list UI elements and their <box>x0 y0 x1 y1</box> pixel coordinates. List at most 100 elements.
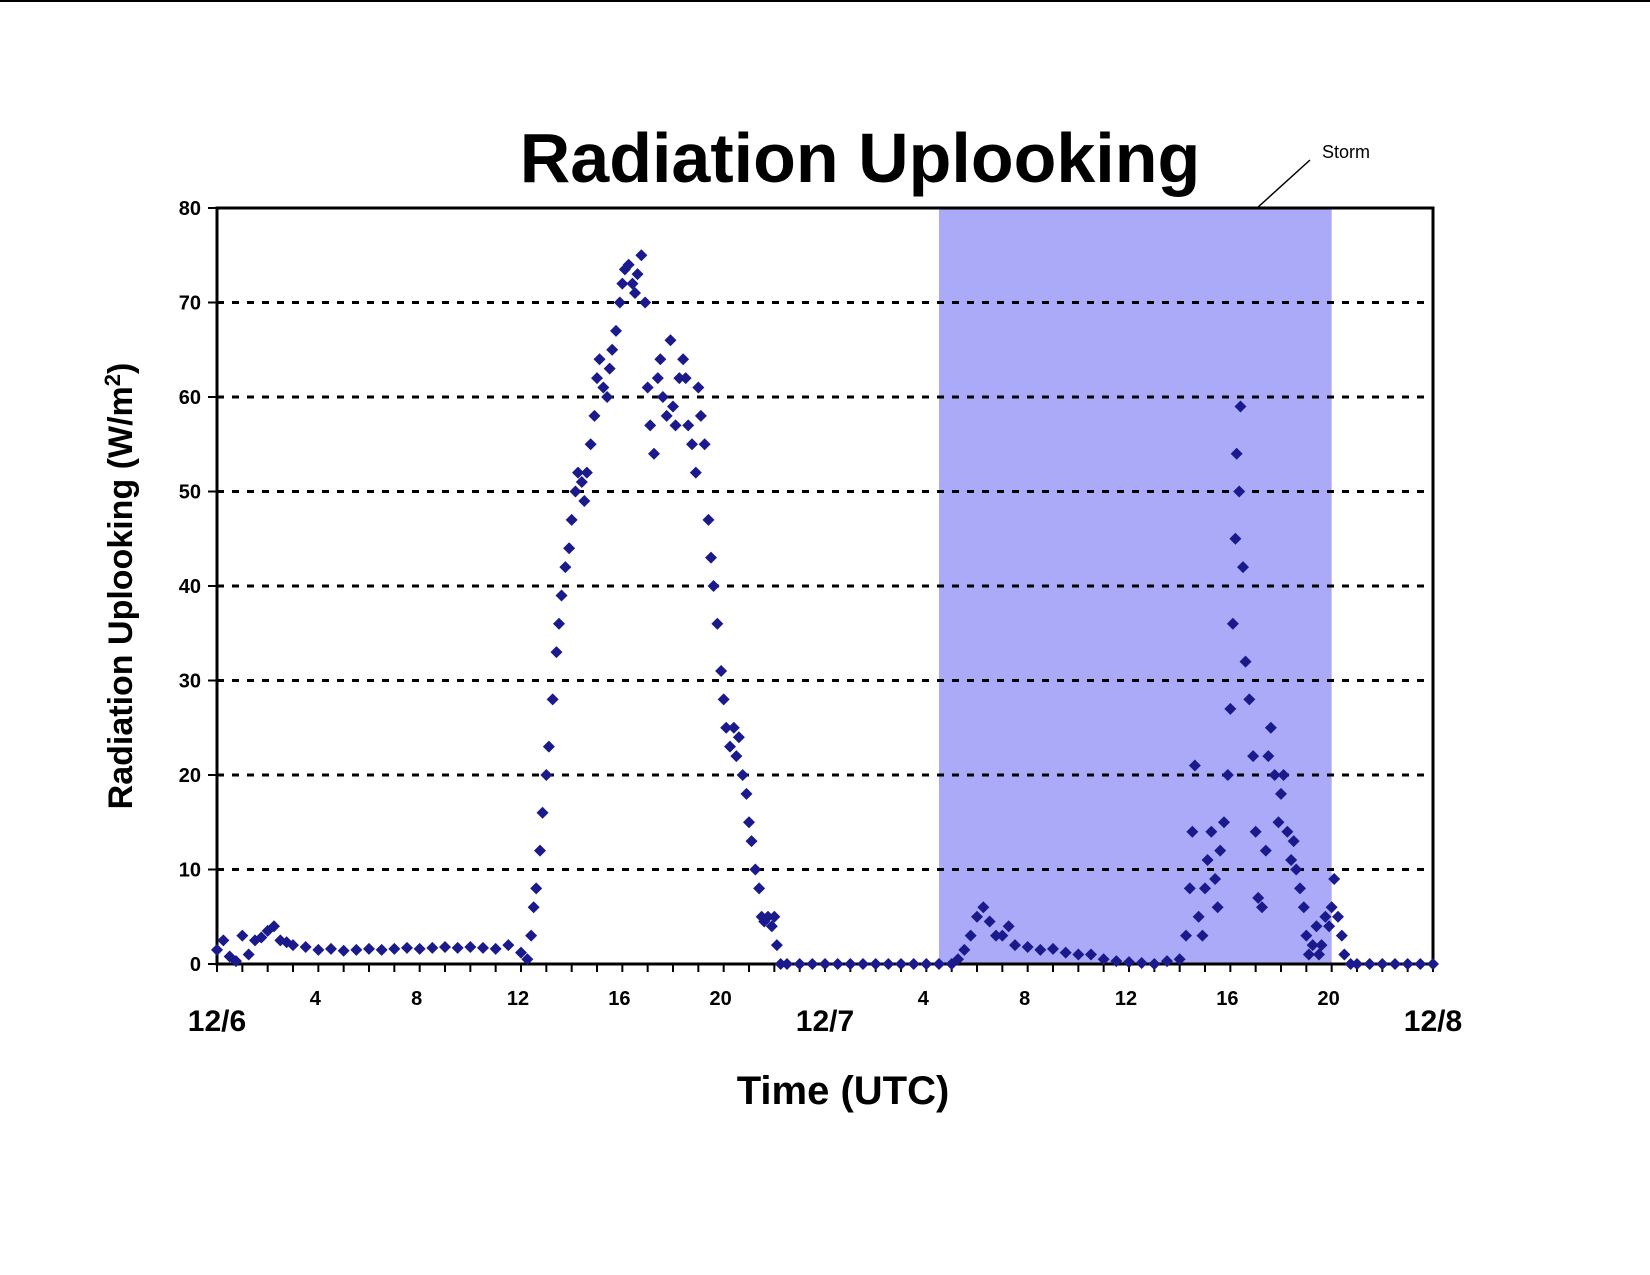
data-point <box>1047 942 1059 955</box>
data-point <box>211 943 223 956</box>
data-point <box>1363 958 1376 970</box>
y-axis-title: Radiation Uplooking (W/m2) <box>100 363 141 810</box>
data-point <box>996 929 1009 942</box>
data-point <box>1247 750 1260 763</box>
data-point <box>578 494 591 507</box>
data-point <box>1211 901 1224 914</box>
data-point <box>1414 958 1427 970</box>
data-point <box>692 381 705 394</box>
data-point <box>1180 929 1192 942</box>
data-point <box>1135 957 1148 970</box>
data-point <box>593 353 606 366</box>
y-tick-label: 40 <box>179 576 201 598</box>
data-point <box>525 929 538 942</box>
data-point <box>717 693 730 706</box>
data-point <box>1237 561 1249 574</box>
x-tick-label: 8 <box>1019 988 1030 1010</box>
data-point <box>753 882 766 895</box>
x-tick-label: 20 <box>1318 988 1340 1010</box>
data-point <box>806 958 819 970</box>
data-point <box>720 721 733 734</box>
data-point <box>606 343 619 356</box>
x-tick-label: 4 <box>918 988 930 1010</box>
data-point <box>534 844 546 857</box>
data-point <box>588 409 601 422</box>
data-point <box>660 409 673 422</box>
data-point <box>1338 948 1351 961</box>
data-point <box>1183 882 1196 895</box>
data-point <box>1351 958 1363 970</box>
data-point <box>1281 825 1294 838</box>
data-point <box>1221 769 1234 781</box>
data-point <box>694 409 707 422</box>
data-point <box>1249 825 1262 838</box>
data-point <box>844 958 857 970</box>
data-point <box>673 372 686 385</box>
data-point <box>952 953 964 966</box>
data-point <box>1323 920 1336 933</box>
data-point <box>639 296 652 309</box>
data-point <box>1002 920 1015 933</box>
data-point <box>1287 835 1300 848</box>
data-point <box>1230 447 1243 460</box>
data-point <box>1097 953 1110 966</box>
y-tick-label: 50 <box>179 482 201 504</box>
data-point <box>401 941 413 954</box>
data-point <box>1209 872 1222 885</box>
data-point <box>572 466 584 479</box>
data-point <box>1243 693 1256 706</box>
data-point <box>1332 910 1344 923</box>
data-point <box>597 381 610 394</box>
x-tick-label: 16 <box>1216 988 1238 1010</box>
data-point <box>559 561 572 574</box>
data-point <box>920 958 933 970</box>
data-point <box>667 400 679 413</box>
data-point <box>527 901 540 914</box>
data-point <box>1161 955 1173 968</box>
data-point <box>1214 844 1227 857</box>
data-point <box>1315 939 1328 952</box>
data-point <box>1290 863 1303 876</box>
data-point <box>1389 958 1401 970</box>
data-point <box>762 910 774 923</box>
data-point <box>1376 958 1389 970</box>
data-point <box>631 268 644 281</box>
data-point <box>299 940 312 953</box>
data-point <box>724 740 736 753</box>
x-tick-label: 4 <box>310 988 322 1010</box>
x-tick-label: 12 <box>507 988 529 1010</box>
data-point <box>1313 948 1325 961</box>
y-tick-label: 80 <box>179 198 201 220</box>
data-point <box>550 646 563 659</box>
data-point <box>635 249 648 262</box>
data-point <box>521 953 534 966</box>
data-point <box>1285 854 1298 867</box>
data-point <box>1229 532 1242 545</box>
x-tick-label: 20 <box>710 988 732 1010</box>
data-point <box>515 946 527 959</box>
top-border <box>0 0 1650 2</box>
data-point <box>563 542 576 555</box>
data-point <box>958 943 971 956</box>
y-tick-label: 10 <box>179 860 201 882</box>
data-point <box>971 910 983 923</box>
data-point <box>1297 901 1310 914</box>
data-point <box>641 381 654 394</box>
data-point <box>1234 400 1247 413</box>
data-point <box>1306 939 1319 952</box>
data-point <box>217 934 230 947</box>
data-point <box>1009 939 1021 952</box>
y-tick-label: 30 <box>179 671 201 693</box>
data-point <box>230 955 242 968</box>
data-point <box>1226 617 1239 630</box>
data-point <box>656 391 669 403</box>
data-point <box>990 929 1002 942</box>
data-point <box>686 438 698 451</box>
y-tick-label: 0 <box>190 954 201 976</box>
data-point <box>1188 759 1201 772</box>
x-date-label: 12/7 <box>796 1005 854 1038</box>
data-point <box>1199 882 1211 895</box>
data-point <box>745 835 758 848</box>
data-point <box>770 939 783 952</box>
data-point <box>749 863 762 876</box>
